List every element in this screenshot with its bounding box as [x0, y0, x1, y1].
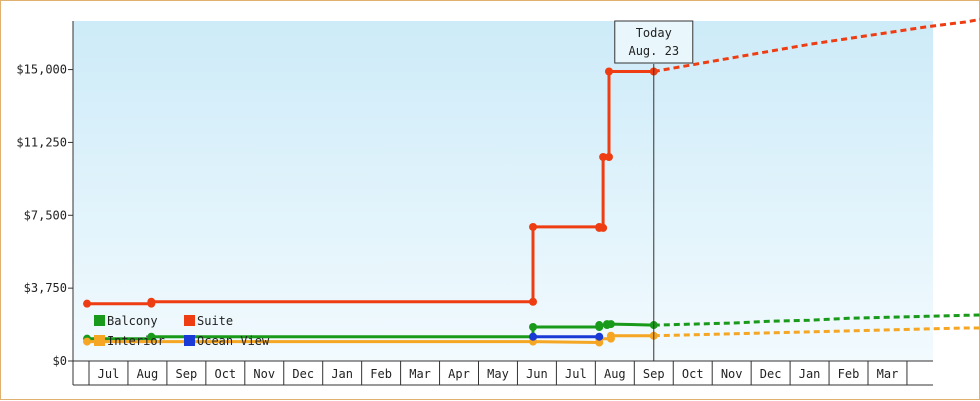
series-balcony-point — [147, 332, 156, 341]
series-balcony-point — [595, 321, 604, 330]
legend: Balcony Suite Interior Ocean View — [94, 314, 270, 348]
today-box — [614, 20, 694, 64]
series-suite-point — [604, 67, 613, 76]
series-suite-projection — [653, 17, 980, 73]
x-tick-label: Dec — [292, 367, 314, 381]
series-balcony-point — [606, 320, 615, 329]
series-suite-point — [599, 153, 608, 161]
legend-swatch-balcony — [94, 315, 105, 326]
y-tick-label: $0 — [53, 354, 67, 368]
series-balcony-projection — [653, 313, 980, 327]
y-tick-label: $7,500 — [24, 208, 67, 222]
x-tick-label: Sep — [643, 367, 665, 381]
x-tick-label: Nov — [253, 367, 275, 381]
x-tick-label: Mar — [877, 367, 899, 381]
series-balcony-point — [529, 323, 538, 331]
series-layer — [83, 17, 980, 347]
series-interior-point — [83, 337, 92, 346]
legend-label-suite: Suite — [197, 314, 233, 328]
x-tick-label: Aug — [137, 367, 159, 381]
plot-area — [73, 21, 933, 361]
series-ocean-view-point — [595, 332, 604, 341]
x-tick-label: Feb — [370, 367, 392, 381]
x-tick-label: Jul — [565, 367, 587, 381]
y-axis: $0 $3,750 $7,500 $11,250 $15,000 — [16, 21, 74, 368]
x-tick-label: Sep — [176, 367, 198, 381]
series-suite-point — [599, 223, 608, 232]
x-tick-label: Mar — [409, 367, 431, 381]
legend-swatch-interior — [94, 335, 105, 346]
legend-label-balcony: Balcony — [107, 314, 158, 328]
x-tick-label: Jul — [98, 367, 120, 381]
x-tick-label: Jan — [331, 367, 353, 381]
legend-swatch-ocean-view — [184, 335, 195, 346]
x-tick-label: Apr — [448, 367, 470, 381]
x-tick-label: Oct — [214, 367, 236, 381]
series-suite-point — [529, 297, 538, 306]
y-tick-label: $3,750 — [24, 281, 67, 295]
x-tick-label: Aug — [604, 367, 626, 381]
series-interior-projection — [653, 326, 980, 338]
series-suite-point — [529, 222, 538, 231]
legend-label-interior: Interior — [107, 334, 165, 348]
series-suite-point — [604, 153, 613, 161]
series-interior-point — [606, 331, 615, 340]
x-tick-label: Jun — [526, 367, 548, 381]
legend-label-ocean-view: Ocean View — [197, 334, 270, 348]
y-tick-label: $15,000 — [16, 63, 67, 77]
x-axis: Jul Aug Sep Oct Nov Dec Jan Feb Mar Apr May Jun Jul A… — [72, 360, 933, 386]
today-marker: Today Aug. 23 — [614, 20, 694, 361]
x-tick-label: Nov — [721, 367, 743, 381]
x-tick-label: Feb — [838, 367, 860, 381]
x-tick-label: Oct — [682, 367, 704, 381]
x-tick-label: Dec — [760, 367, 782, 381]
series-suite-point — [83, 299, 92, 308]
today-label: Today — [636, 26, 672, 40]
x-tick-label: May — [487, 367, 509, 381]
y-tick-label: $11,250 — [16, 135, 67, 149]
series-suite-point — [147, 297, 156, 306]
x-tick-label: Jan — [799, 367, 821, 381]
series-ocean-view-point — [529, 332, 538, 341]
today-date: Aug. 23 — [628, 44, 679, 58]
legend-swatch-suite — [184, 315, 195, 326]
